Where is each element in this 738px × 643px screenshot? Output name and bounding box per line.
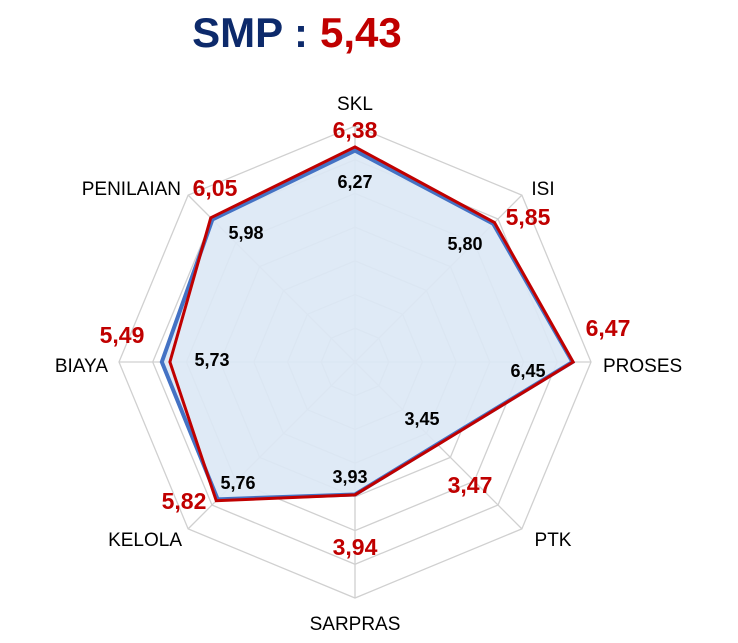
series-shape bbox=[159, 148, 576, 502]
category-label: PROSES bbox=[603, 356, 682, 377]
series-shape bbox=[168, 145, 576, 503]
category-label: KELOLA bbox=[108, 530, 182, 551]
value-label: 3,45 bbox=[404, 409, 439, 429]
value-label: 6,47 bbox=[586, 315, 631, 341]
value-label: 5,80 bbox=[447, 234, 482, 254]
value-label: 3,93 bbox=[332, 467, 367, 487]
value-label: 5,82 bbox=[162, 488, 207, 514]
value-label: 6,05 bbox=[193, 175, 238, 201]
chart-title: SMP : bbox=[192, 9, 308, 56]
category-label: PTK bbox=[535, 530, 572, 551]
overall-score: 5,43 bbox=[320, 9, 402, 56]
category-label: SARPRAS bbox=[310, 614, 401, 635]
category-label: BIAYA bbox=[55, 356, 108, 377]
value-label: 5,76 bbox=[220, 473, 255, 493]
category-label: PENILAIAN bbox=[82, 179, 181, 200]
value-label: 5,98 bbox=[228, 223, 263, 243]
value-label: 3,94 bbox=[333, 534, 378, 560]
value-label: 5,73 bbox=[194, 350, 229, 370]
value-label: 5,85 bbox=[506, 204, 551, 230]
category-label: ISI bbox=[531, 179, 554, 200]
value-label: 6,38 bbox=[333, 117, 378, 143]
value-label: 3,47 bbox=[448, 472, 493, 498]
value-label: 6,45 bbox=[510, 361, 545, 381]
value-label: 6,27 bbox=[337, 172, 372, 192]
category-label: SKL bbox=[337, 94, 373, 115]
value-label: 5,49 bbox=[100, 322, 145, 348]
